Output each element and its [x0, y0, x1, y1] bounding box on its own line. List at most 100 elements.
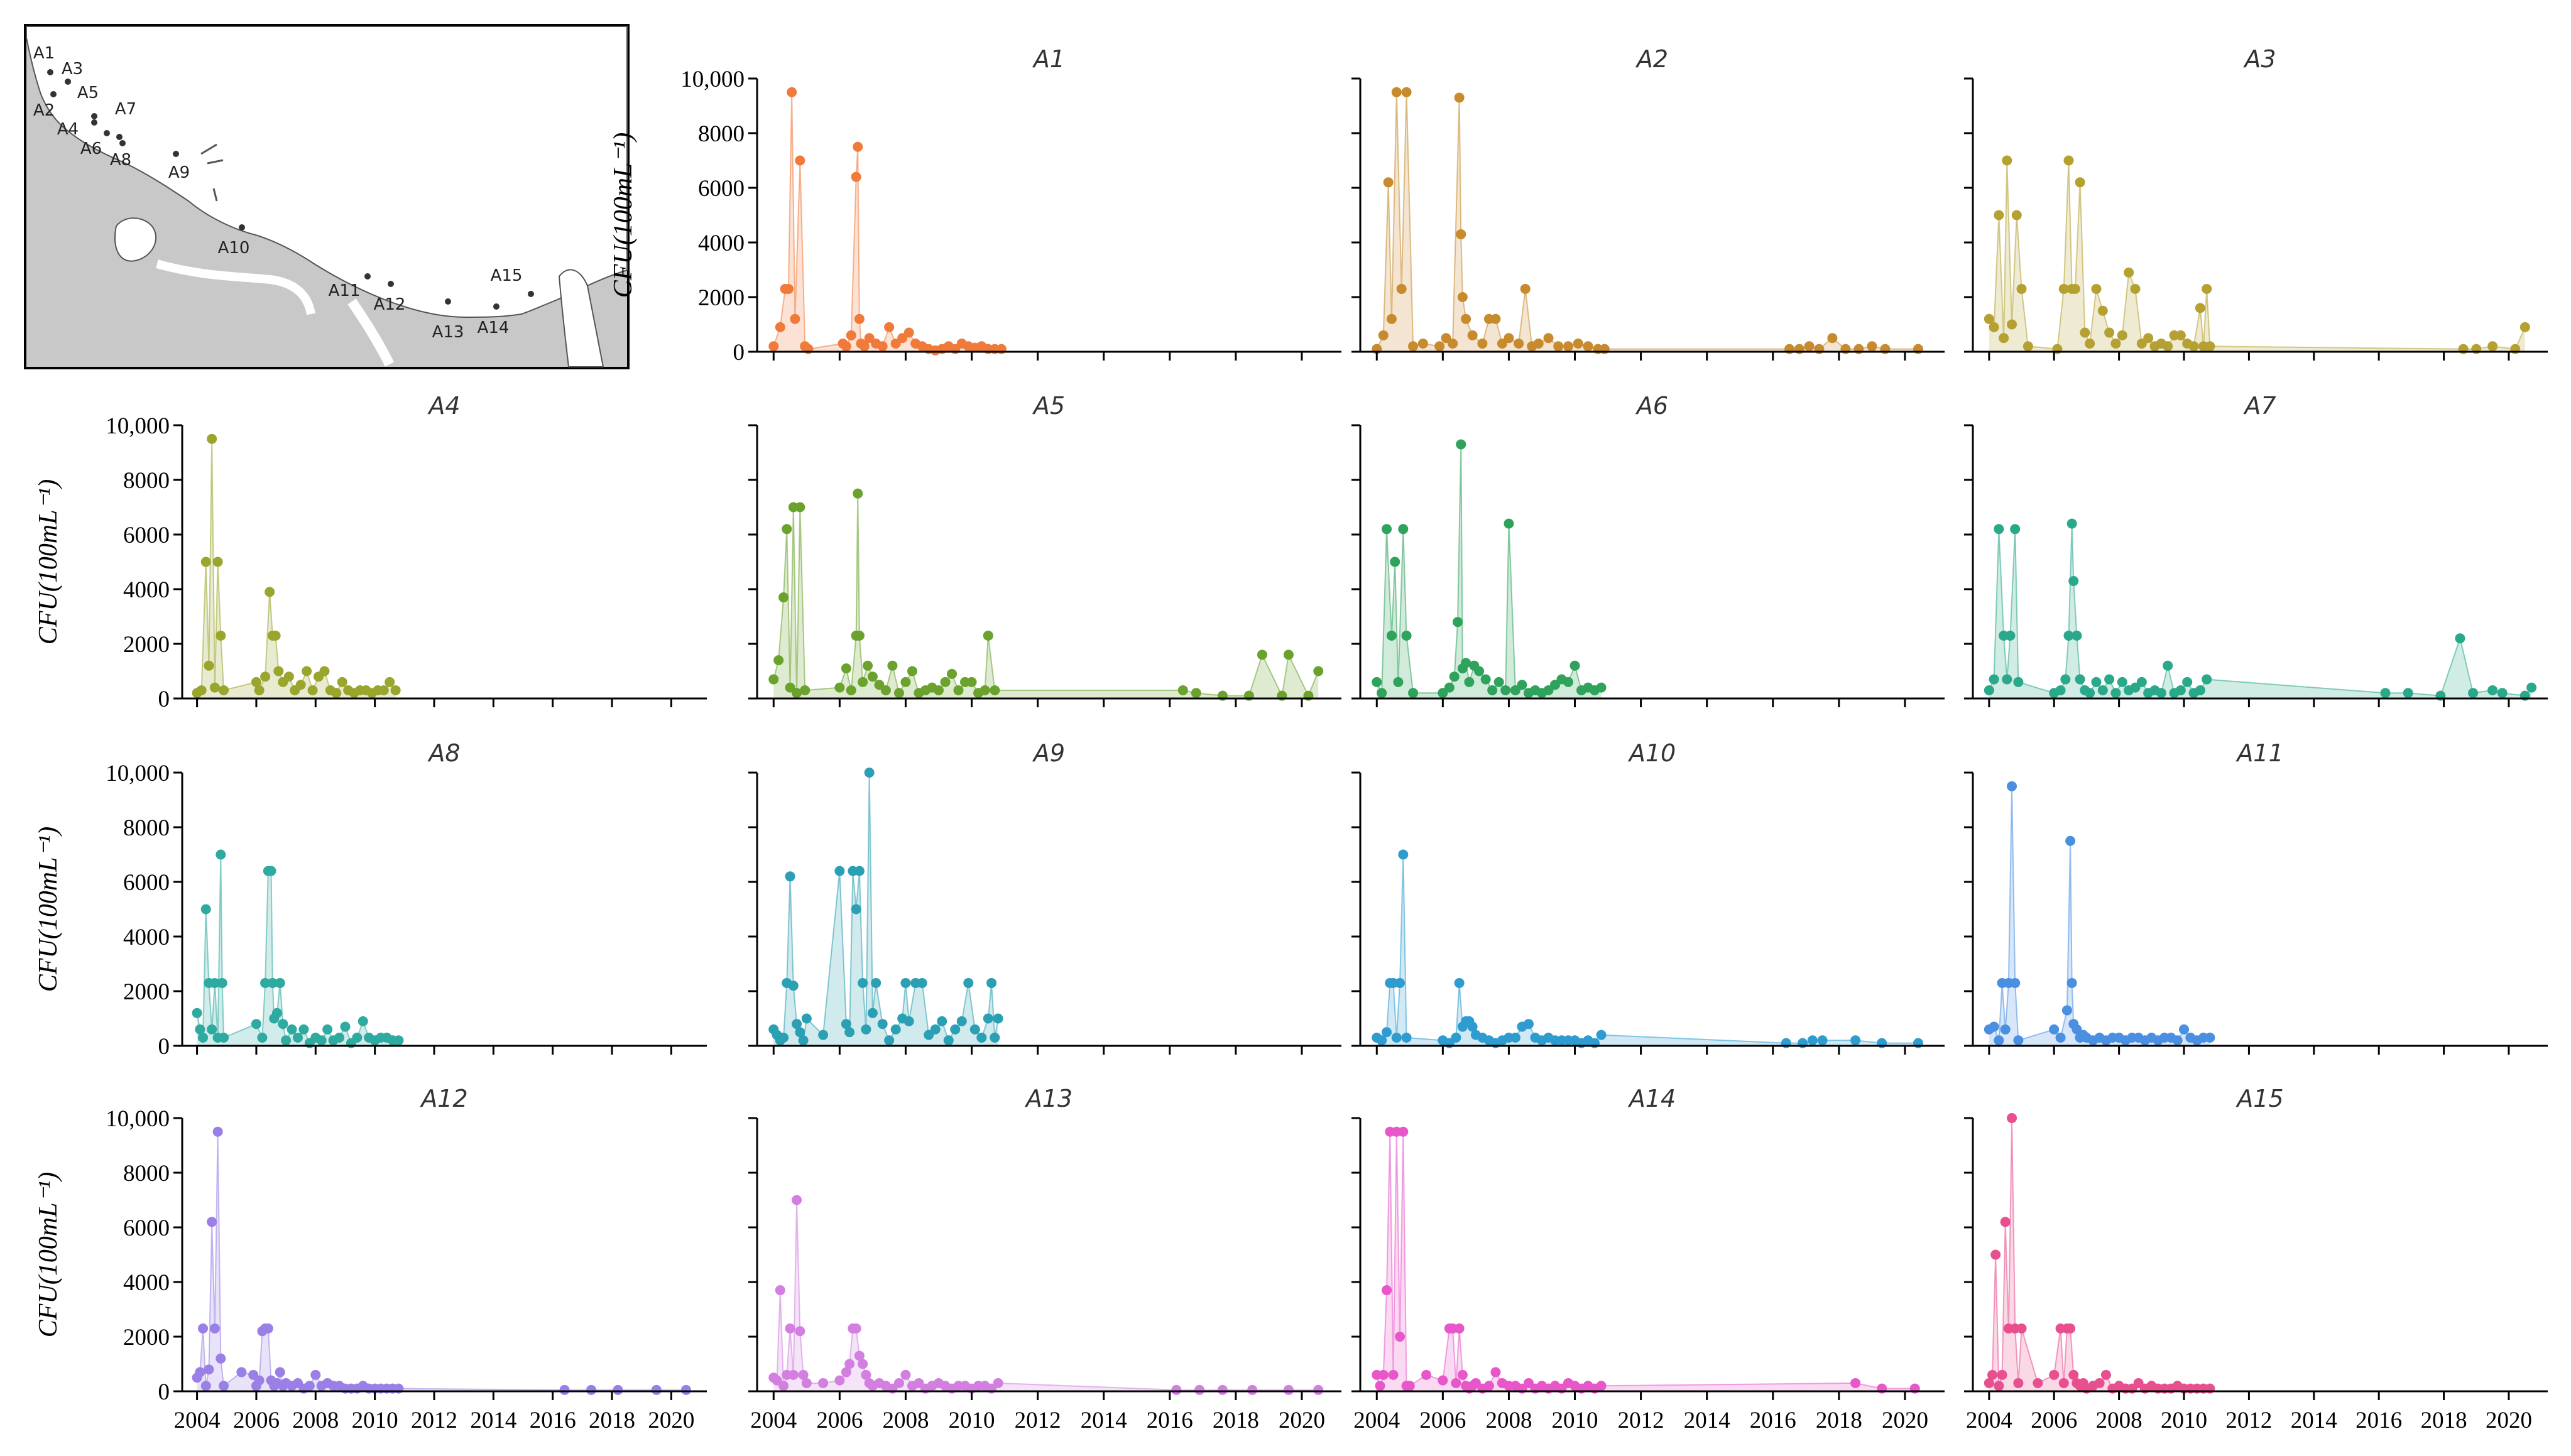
- y-axis-label-a1: CFU(100mL⁻¹): [609, 133, 638, 298]
- map-label-a7: A7: [115, 100, 136, 119]
- data-point-a14: [1438, 1375, 1448, 1386]
- data-point-a9: [861, 1024, 871, 1035]
- data-point-a6: [1461, 658, 1471, 668]
- data-point-a9: [943, 1035, 954, 1046]
- data-point-a15: [1984, 1377, 1994, 1388]
- map-label-a2: A2: [33, 101, 55, 120]
- data-point-a6: [1569, 660, 1580, 671]
- x-tick-label-a15: 2014: [2291, 1408, 2337, 1433]
- data-point-a14: [1457, 1369, 1468, 1380]
- data-point-a13: [772, 1375, 782, 1386]
- series-line-a10: [1376, 854, 1918, 1044]
- data-point-a12: [651, 1384, 662, 1395]
- data-point-a13: [1171, 1384, 1182, 1395]
- data-point-a2: [1454, 92, 1465, 103]
- data-point-a14: [1451, 1377, 1461, 1388]
- data-point-a4: [302, 666, 312, 676]
- data-point-a7: [2526, 682, 2537, 693]
- series-line-a12: [196, 1131, 686, 1391]
- series-line-a5: [773, 493, 1319, 698]
- data-point-a6: [1449, 671, 1460, 682]
- data-point-a5: [983, 630, 993, 641]
- data-point-a10: [1807, 1035, 1818, 1046]
- data-point-a3: [2143, 333, 2154, 344]
- y-tick-label-a12: 4000: [123, 1270, 170, 1296]
- x-tick-label-a12: 2020: [648, 1408, 694, 1433]
- data-point-a13: [858, 1359, 868, 1369]
- y-tick-label-a12: 8000: [123, 1161, 170, 1187]
- data-point-a3: [2080, 327, 2090, 338]
- area-fill-a6: [1377, 444, 1602, 698]
- data-point-a10: [1510, 1032, 1520, 1043]
- panel-a15: 2004 2006 2008 2010 2012 2014 2016 2018 2020 A15: [1964, 1085, 2548, 1433]
- data-point-a13: [893, 1377, 904, 1388]
- data-point-a3: [2091, 283, 2102, 294]
- data-point-a6: [1504, 518, 1514, 529]
- map-marker-a14: [493, 303, 499, 310]
- map-marker-a12: [388, 281, 394, 287]
- data-point-a2: [1477, 338, 1488, 349]
- data-point-a5: [858, 676, 868, 687]
- data-point-a3: [2195, 303, 2205, 313]
- data-point-a5: [980, 685, 990, 695]
- x-tick-label-a13: 2008: [882, 1408, 929, 1433]
- data-point-a6: [1453, 617, 1463, 627]
- data-point-a8: [358, 1016, 368, 1026]
- map-label-a1: A1: [33, 44, 55, 63]
- data-point-a14: [1398, 1126, 1409, 1137]
- map-label-a11: A11: [329, 281, 361, 300]
- data-point-a4: [200, 557, 211, 567]
- data-point-a6: [1517, 680, 1527, 690]
- data-point-a10: [1391, 1032, 1402, 1043]
- data-point-a4: [273, 666, 284, 676]
- data-point-a4: [319, 666, 330, 676]
- data-point-a8: [393, 1035, 404, 1046]
- data-point-a2: [1448, 338, 1458, 349]
- area-fill-a5: [773, 493, 1319, 698]
- data-point-a9: [976, 1032, 987, 1043]
- y-tick-label-a1: 6000: [698, 176, 745, 202]
- y-tick-label-a4: 6000: [123, 523, 170, 548]
- data-point-a3: [2205, 341, 2215, 352]
- data-point-a3: [1989, 322, 1999, 332]
- data-point-a10: [1401, 1032, 1412, 1043]
- data-point-a8: [219, 1032, 229, 1043]
- data-point-a6: [1444, 682, 1455, 693]
- data-point-a8: [200, 904, 211, 915]
- data-point-a4: [283, 671, 294, 682]
- data-point-a13: [1313, 1384, 1324, 1395]
- data-point-a5: [907, 666, 917, 676]
- data-point-a13: [851, 1323, 861, 1334]
- data-point-a11: [2065, 835, 2076, 846]
- data-point-a14: [1490, 1367, 1501, 1377]
- data-point-a14: [1454, 1323, 1465, 1334]
- data-point-a3: [2519, 322, 2530, 332]
- data-point-a2: [1386, 313, 1397, 324]
- x-tick-label-a13: 2018: [1213, 1408, 1259, 1433]
- data-point-a6: [1377, 688, 1387, 698]
- data-point-a1: [854, 313, 865, 324]
- data-point-a9: [900, 977, 911, 988]
- panel-title-a11: A11: [2235, 739, 2283, 767]
- data-point-a9: [890, 1024, 901, 1035]
- data-point-a3: [2022, 341, 2033, 352]
- data-point-a6: [1563, 676, 1574, 687]
- data-point-a12: [613, 1384, 623, 1395]
- data-point-a8: [340, 1021, 351, 1032]
- data-point-a8: [266, 866, 276, 876]
- data-point-a1: [768, 341, 779, 352]
- data-point-a7: [2005, 630, 2016, 641]
- data-point-a12: [310, 1369, 321, 1380]
- data-point-a9: [884, 1035, 895, 1046]
- data-point-a1: [787, 87, 797, 97]
- y-tick-label-a4: 4000: [123, 577, 170, 603]
- data-point-a15: [1990, 1249, 2001, 1260]
- data-point-a15: [2094, 1377, 2105, 1388]
- data-point-a5: [782, 524, 792, 535]
- data-point-a5: [990, 685, 1000, 695]
- data-point-a13: [841, 1367, 851, 1377]
- data-point-a2: [1533, 338, 1544, 349]
- data-point-a13: [778, 1381, 789, 1391]
- data-point-a6: [1408, 688, 1419, 698]
- data-point-a4: [265, 587, 275, 597]
